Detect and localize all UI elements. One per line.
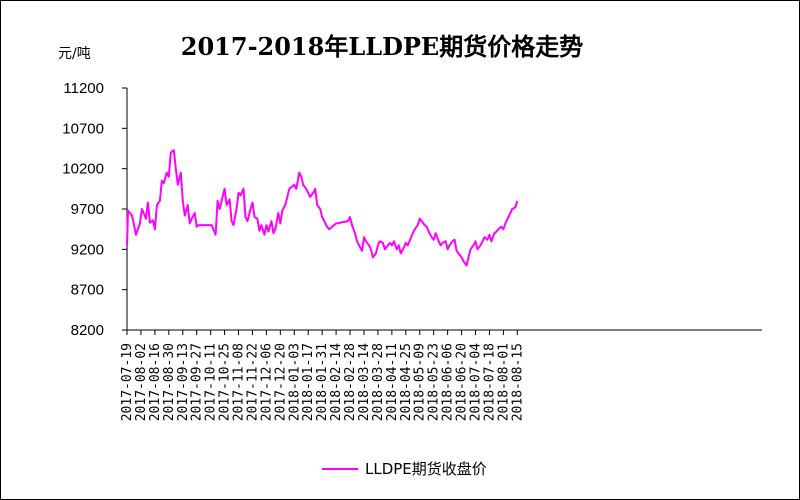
x-tick-label: 2017-09-27 [190, 343, 205, 421]
x-tick-label: 2018-01-03 [287, 343, 302, 421]
x-tick-label: 2017-12-20 [273, 343, 288, 421]
x-tick-label: 2017-12-06 [259, 343, 274, 421]
x-tick-label: 2017-08-16 [148, 343, 163, 421]
chart-title: 2017-2018年LLDPE期货价格走势 [181, 32, 583, 61]
x-tick-label: 2017-10-25 [218, 343, 233, 421]
x-tick-label: 2018-05-23 [427, 343, 442, 421]
x-tick-label: 2018-03-28 [371, 343, 386, 421]
x-tick-label: 2018-01-31 [315, 343, 330, 421]
x-tick-label: 2017-08-02 [134, 343, 149, 421]
x-tick-label: 2017-08-30 [162, 343, 177, 421]
y-tick-label: 9700 [71, 201, 104, 218]
y-tick-label: 8200 [71, 322, 104, 339]
y-tick-label: 10700 [62, 120, 104, 137]
y-axis-unit-label: 元/吨 [58, 46, 91, 62]
x-tick-label: 2018-04-11 [385, 343, 400, 421]
x-tick-label: 2017-10-11 [204, 343, 219, 421]
y-axis: 11200 10700 10200 9700 9200 8700 8200 [62, 80, 128, 339]
x-tick-label: 2018-07-04 [469, 343, 484, 421]
y-tick-label: 10200 [62, 161, 104, 178]
y-tick-label: 11200 [63, 80, 104, 97]
x-tick-label: 2018-06-06 [441, 343, 456, 421]
x-tick-label: 2018-07-18 [482, 343, 497, 421]
x-tick-label: 2017-09-13 [176, 343, 191, 421]
legend: LLDPE期货收盘价 [322, 460, 487, 478]
x-tick-label: 2018-06-20 [455, 343, 470, 421]
x-tick-label: 2018-02-28 [343, 343, 358, 421]
x-tick-label: 2018-02-14 [329, 343, 344, 421]
series-line-0 [126, 149, 519, 267]
x-tick-label: 2018-08-01 [496, 343, 511, 421]
x-tick-label: 2018-08-15 [510, 343, 525, 421]
series-group [126, 149, 519, 267]
x-tick-label: 2018-01-17 [301, 343, 316, 421]
legend-label: LLDPE期货收盘价 [365, 460, 487, 478]
x-tick-label: 2018-05-09 [413, 343, 428, 421]
x-tick-label: 2018-04-25 [399, 343, 414, 421]
x-tick-label: 2018-03-14 [357, 343, 372, 421]
y-tick-label: 8700 [71, 282, 104, 299]
x-tick-label: 2017-11-22 [245, 343, 260, 421]
x-tick-label: 2017-07-19 [120, 343, 135, 421]
x-axis: 2017-07-192017-08-022017-08-162017-08-30… [120, 329, 762, 421]
y-tick-label: 9200 [71, 241, 104, 258]
x-tick-label: 2017-11-08 [232, 343, 247, 421]
